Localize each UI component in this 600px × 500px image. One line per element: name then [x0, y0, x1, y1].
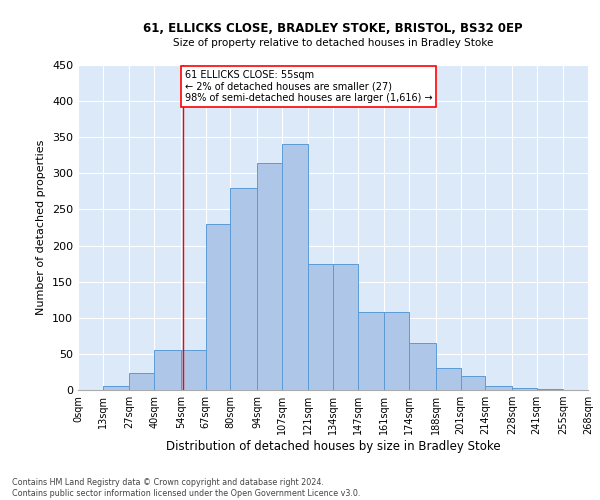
Text: Size of property relative to detached houses in Bradley Stoke: Size of property relative to detached ho…: [173, 38, 493, 48]
Bar: [536, 388, 563, 390]
Bar: [205, 224, 230, 390]
Text: 61, ELLICKS CLOSE, BRADLEY STOKE, BRISTOL, BS32 0EP: 61, ELLICKS CLOSE, BRADLEY STOKE, BRISTO…: [143, 22, 523, 36]
Text: Contains HM Land Registry data © Crown copyright and database right 2024.
Contai: Contains HM Land Registry data © Crown c…: [12, 478, 361, 498]
Bar: [130, 374, 154, 390]
Bar: [358, 312, 385, 390]
X-axis label: Distribution of detached houses by size in Bradley Stoke: Distribution of detached houses by size …: [166, 440, 500, 453]
Bar: [385, 312, 409, 390]
Bar: [485, 386, 512, 390]
Bar: [281, 144, 308, 390]
Bar: [436, 368, 461, 390]
Bar: [257, 162, 281, 390]
Bar: [308, 264, 333, 390]
Bar: [409, 343, 436, 390]
Bar: [154, 350, 181, 390]
Bar: [461, 376, 485, 390]
Bar: [181, 350, 205, 390]
Y-axis label: Number of detached properties: Number of detached properties: [37, 140, 46, 315]
Bar: [512, 388, 536, 390]
Bar: [333, 264, 358, 390]
Bar: [230, 188, 257, 390]
Text: 61 ELLICKS CLOSE: 55sqm
← 2% of detached houses are smaller (27)
98% of semi-det: 61 ELLICKS CLOSE: 55sqm ← 2% of detached…: [185, 70, 432, 103]
Bar: [103, 386, 130, 390]
